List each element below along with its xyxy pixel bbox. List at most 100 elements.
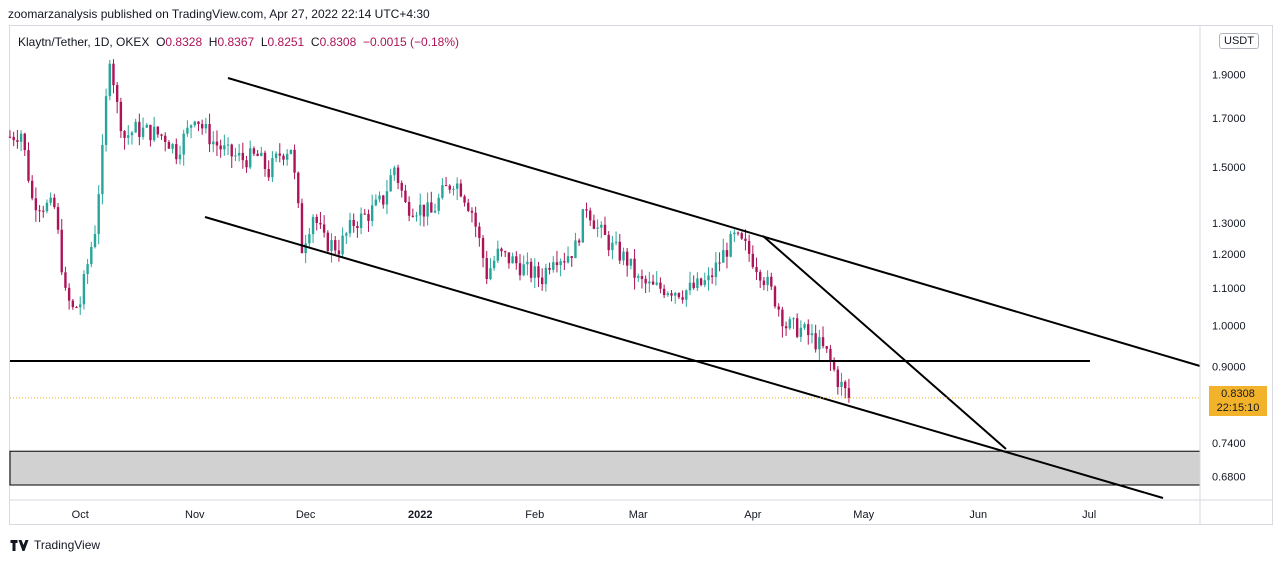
candle-body [814, 333, 817, 350]
tradingview-logo-icon [10, 539, 29, 551]
candle-body [152, 126, 156, 141]
publish-info: zoomarzanalysis published on TradingView… [8, 7, 430, 21]
currency-unit-badge[interactable]: USDT [1219, 33, 1259, 49]
candle-body [625, 251, 629, 266]
steep-trend-line [762, 235, 1007, 450]
candle-body [285, 153, 289, 160]
candle-body [407, 202, 411, 216]
candle-body [322, 224, 326, 233]
candle-body [79, 304, 82, 308]
candle-body [167, 142, 171, 149]
candle-body [729, 234, 732, 257]
candle-body [49, 197, 52, 203]
candle-body [215, 141, 219, 146]
candle-body [622, 251, 625, 261]
candle-body [618, 241, 621, 261]
price-tick-label: 0.6800 [1212, 471, 1246, 483]
open-value: 0.8328 [165, 35, 203, 49]
footer-brand[interactable]: TradingView [10, 538, 100, 552]
candle-body [352, 219, 355, 227]
candle-body [577, 240, 581, 243]
candle-body [193, 121, 196, 126]
candle-body [82, 274, 86, 305]
candle-body [795, 318, 799, 337]
candle-body [707, 275, 710, 281]
candle-body [766, 276, 769, 286]
candle-body [696, 278, 699, 289]
candle-body [559, 261, 562, 266]
candle-body [56, 207, 60, 230]
candle-body [611, 242, 614, 251]
candle-body [433, 210, 437, 213]
time-tick-label: Apr [744, 509, 761, 521]
candle-body [655, 282, 658, 285]
candle-body [160, 134, 163, 136]
candle-body [792, 318, 795, 320]
symbol-name[interactable]: Klaytn/Tether, 1D, OKEX [18, 35, 150, 49]
candle-body [127, 135, 130, 138]
candle-body [334, 240, 337, 251]
candle-body [733, 232, 736, 235]
candle-body [685, 290, 688, 300]
candle-body [740, 233, 743, 239]
candle-body [674, 293, 677, 296]
candle-body [426, 202, 429, 217]
time-tick-label: May [853, 509, 874, 521]
candle-body [415, 215, 418, 217]
candle-body [378, 195, 381, 200]
candle-body [836, 369, 840, 388]
candle-body [747, 240, 751, 254]
candle-body [30, 180, 34, 199]
candle-body [382, 195, 385, 205]
candle-body [389, 175, 392, 192]
candle-body [16, 140, 19, 142]
candle-body [64, 272, 67, 288]
candle-body [45, 202, 49, 212]
candle-body [722, 250, 725, 263]
candle-body [204, 124, 208, 129]
candle-body [108, 63, 111, 97]
candle-body [781, 309, 784, 327]
candle-body [773, 286, 777, 307]
candle-body [807, 324, 810, 336]
time-tick-label: Jun [969, 509, 987, 521]
candle-body [141, 127, 145, 137]
candle-body [345, 233, 348, 236]
candle-body [832, 360, 836, 370]
candle-body [751, 253, 755, 268]
candle-body [555, 262, 559, 266]
candle-body [614, 241, 618, 243]
price-tick-label: 1.2000 [1212, 249, 1246, 261]
candle-body [271, 158, 274, 178]
candle-body [249, 148, 252, 168]
candle-body [197, 121, 200, 125]
candle-body [784, 326, 788, 329]
candle-body [596, 227, 599, 229]
candle-body [585, 209, 588, 211]
bar-countdown: 22:15:10 [1216, 402, 1260, 414]
candle-body [485, 258, 488, 279]
candle-body [359, 213, 363, 228]
candle-body [256, 153, 259, 156]
price-tick-label: 1.7000 [1212, 113, 1246, 125]
candle-body [600, 224, 603, 228]
axes-layer: 1.9000 1.7000 1.5000 1.3000 1.2000 1.1000 1.00… [10, 26, 1273, 525]
candle-body [75, 307, 78, 309]
candle-body [589, 210, 592, 221]
candle-body [97, 194, 100, 235]
candle-body [504, 251, 507, 253]
candle-body [799, 327, 803, 337]
candle-body [603, 224, 607, 235]
candle-body [515, 256, 518, 264]
candle-body [293, 149, 296, 173]
candle-body [404, 190, 407, 203]
candle-body [300, 203, 304, 254]
chart-frame [9, 25, 1273, 525]
support-zone [9, 450, 1201, 486]
high-value: 0.8367 [217, 35, 255, 49]
candle-body [581, 209, 585, 243]
candle-body [755, 267, 758, 273]
drawings-layer [9, 77, 1201, 499]
candle-body [175, 144, 178, 160]
